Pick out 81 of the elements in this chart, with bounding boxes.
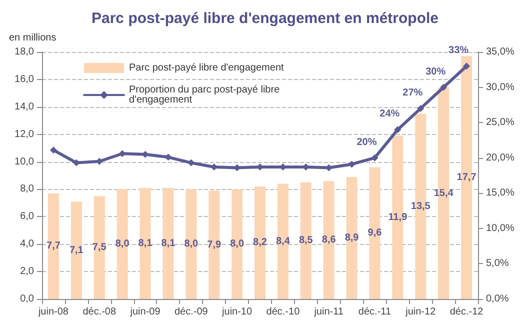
bar xyxy=(323,180,334,299)
data-label: 8,1 xyxy=(138,238,153,249)
data-label: 13,5 xyxy=(410,200,431,212)
bar xyxy=(70,202,82,299)
point xyxy=(463,62,470,70)
x-tick-label: déc.-12 xyxy=(450,306,484,318)
bar xyxy=(254,186,266,299)
y2-tick-label: 35,0% xyxy=(486,46,514,58)
data-label: 27% xyxy=(402,87,423,98)
point xyxy=(188,159,195,166)
y2-tick-label: 15,0% xyxy=(486,188,514,199)
data-label: 8,0 xyxy=(115,238,130,250)
data-label: 7,9 xyxy=(207,239,222,250)
y2-tick-label: 25,0% xyxy=(486,117,514,128)
legend-label: Parc post-payé libre d'engagement xyxy=(129,62,284,74)
bar xyxy=(94,196,105,299)
y-axis-title: en millions xyxy=(9,32,56,44)
y-tick-label: 6,0 xyxy=(20,211,34,222)
point xyxy=(417,104,424,112)
x-tick-label: juin-11 xyxy=(313,306,344,318)
data-label: 8,4 xyxy=(276,236,290,247)
bar xyxy=(48,193,59,299)
data-label: 24% xyxy=(380,108,400,120)
x-tick-label: déc.-08 xyxy=(82,306,116,318)
x-tick-label: juin-09 xyxy=(129,306,161,318)
data-label: 8,2 xyxy=(253,237,268,248)
bar xyxy=(369,167,380,299)
bar xyxy=(232,189,243,299)
data-label: 8,1 xyxy=(161,238,176,249)
y-tick-label: 0,0 xyxy=(20,294,34,304)
data-label: 8,5 xyxy=(298,235,314,246)
bar xyxy=(346,176,358,299)
y-tick-label: 4,0 xyxy=(20,238,34,250)
legend-label: Proportion du parc post-payé libre d'engagement xyxy=(129,84,282,106)
y2-tick-label: 0,0% xyxy=(486,294,509,304)
y-tick-label: 8,0 xyxy=(20,184,34,195)
x-tick-label: déc.-11 xyxy=(358,306,392,318)
data-label: 7,7 xyxy=(46,240,61,252)
y-tick-label: 14,0 xyxy=(14,101,34,112)
y-tick-label: 18,0 xyxy=(14,46,34,58)
data-label: 8,6 xyxy=(322,234,336,246)
y2-tick-label: 10,0% xyxy=(486,222,514,234)
chart-title: Parc post-payé libre d'engagement en métropole xyxy=(92,10,438,27)
x-tick-label: déc.-10 xyxy=(266,306,300,318)
x-tick-label: juin-10 xyxy=(221,306,252,318)
point xyxy=(50,146,57,154)
data-label: 7,1 xyxy=(69,244,84,256)
point xyxy=(394,126,402,134)
y2-tick-label: 20,0% xyxy=(486,152,514,164)
y-tick-label: 16,0 xyxy=(14,74,34,85)
point xyxy=(440,84,448,91)
x-tick-label: déc.-09 xyxy=(174,306,208,318)
bar xyxy=(116,189,128,299)
y-tick-label: 10,0 xyxy=(14,156,34,168)
x-tick-label: juin-12 xyxy=(404,306,436,318)
data-label: 15,4 xyxy=(434,188,454,199)
bar xyxy=(186,189,197,299)
data-label: 11,9 xyxy=(388,212,408,223)
data-label: 8,0 xyxy=(184,238,199,250)
y2-tick-label: 30,0% xyxy=(486,82,514,93)
point xyxy=(72,159,80,166)
bar xyxy=(140,188,151,299)
y-tick-label: 12,0 xyxy=(14,128,34,140)
data-label: 33% xyxy=(448,45,469,56)
data-label: 8,9 xyxy=(344,232,360,244)
y-tick-label: 2,0 xyxy=(20,266,34,278)
bar xyxy=(300,182,312,299)
point xyxy=(348,160,356,168)
point xyxy=(371,154,378,162)
bar xyxy=(208,190,220,299)
x-tick-label: juin-08 xyxy=(37,306,69,318)
data-label: 30% xyxy=(426,66,446,78)
data-label: 7,5 xyxy=(92,242,107,254)
bar xyxy=(162,188,174,299)
point xyxy=(164,154,172,161)
data-label: 17,7 xyxy=(456,172,477,184)
data-label: 8,0 xyxy=(230,238,244,250)
data-label: 9,6 xyxy=(368,228,382,239)
data-label: 20% xyxy=(356,136,377,148)
y2-tick-label: 5,0% xyxy=(486,258,509,270)
bar xyxy=(277,184,288,299)
